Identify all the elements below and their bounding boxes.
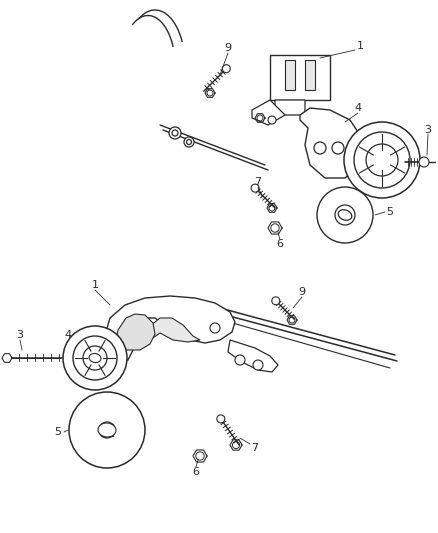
Circle shape bbox=[252, 360, 262, 370]
Circle shape bbox=[353, 132, 409, 188]
Polygon shape bbox=[105, 296, 234, 360]
Circle shape bbox=[99, 422, 115, 438]
Polygon shape bbox=[274, 100, 304, 115]
Circle shape bbox=[69, 392, 145, 468]
Text: 5: 5 bbox=[385, 207, 392, 217]
Circle shape bbox=[216, 415, 224, 423]
Text: 1: 1 bbox=[91, 280, 98, 290]
Circle shape bbox=[222, 64, 230, 72]
Polygon shape bbox=[304, 60, 314, 90]
Polygon shape bbox=[115, 314, 155, 350]
Circle shape bbox=[251, 184, 258, 192]
Circle shape bbox=[331, 142, 343, 154]
Circle shape bbox=[316, 187, 372, 243]
Text: 3: 3 bbox=[17, 330, 24, 340]
Text: 7: 7 bbox=[254, 177, 261, 187]
Text: 7: 7 bbox=[251, 443, 258, 453]
Polygon shape bbox=[145, 318, 200, 342]
Ellipse shape bbox=[98, 423, 116, 437]
Circle shape bbox=[172, 130, 177, 136]
Circle shape bbox=[73, 336, 117, 380]
Circle shape bbox=[234, 355, 244, 365]
Circle shape bbox=[267, 116, 276, 124]
Text: 9: 9 bbox=[224, 43, 231, 53]
Circle shape bbox=[418, 157, 428, 167]
Polygon shape bbox=[269, 55, 329, 100]
Circle shape bbox=[343, 122, 419, 198]
Polygon shape bbox=[227, 340, 277, 372]
Polygon shape bbox=[101, 424, 113, 436]
Text: 3: 3 bbox=[424, 125, 431, 135]
Circle shape bbox=[184, 137, 194, 147]
Polygon shape bbox=[284, 60, 294, 90]
Polygon shape bbox=[299, 108, 359, 178]
Circle shape bbox=[365, 144, 397, 176]
Text: 6: 6 bbox=[276, 239, 283, 249]
Text: 1: 1 bbox=[356, 41, 363, 51]
Text: 4: 4 bbox=[64, 330, 71, 340]
Circle shape bbox=[186, 140, 191, 144]
Circle shape bbox=[334, 205, 354, 225]
Circle shape bbox=[83, 346, 107, 370]
Circle shape bbox=[313, 142, 325, 154]
Circle shape bbox=[209, 323, 219, 333]
Text: 6: 6 bbox=[192, 467, 199, 477]
Polygon shape bbox=[251, 100, 284, 125]
Circle shape bbox=[63, 326, 127, 390]
Text: 5: 5 bbox=[54, 427, 61, 437]
Text: 4: 4 bbox=[353, 103, 361, 113]
Ellipse shape bbox=[89, 353, 101, 362]
Text: 9: 9 bbox=[298, 287, 305, 297]
Ellipse shape bbox=[337, 209, 351, 220]
Polygon shape bbox=[77, 333, 125, 380]
Circle shape bbox=[271, 297, 279, 305]
Circle shape bbox=[169, 127, 180, 139]
